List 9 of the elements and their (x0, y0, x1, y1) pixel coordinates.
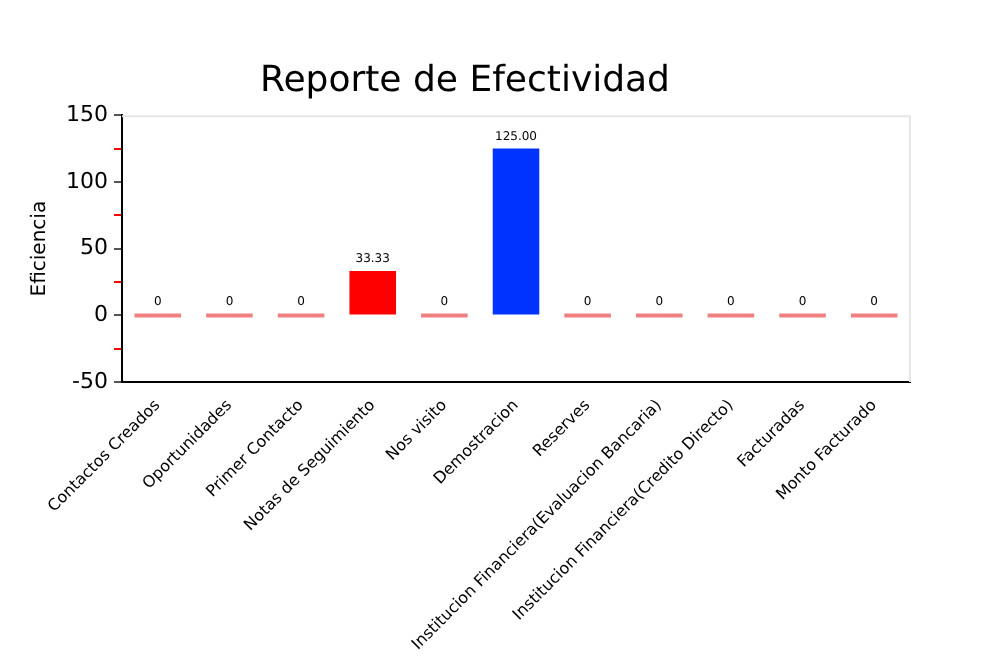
y-tick-label: 100 (65, 167, 108, 194)
chart-title: Reporte de Efectividad (260, 58, 670, 101)
y-tick-label: -50 (72, 367, 108, 394)
bar (349, 270, 396, 315)
bar (492, 148, 540, 315)
y-tick-label: 0 (93, 301, 108, 328)
y-tick-label: 150 (65, 100, 108, 127)
y-axis-title: Eficiencia (29, 200, 52, 297)
y-tick-label: 50 (79, 234, 108, 261)
